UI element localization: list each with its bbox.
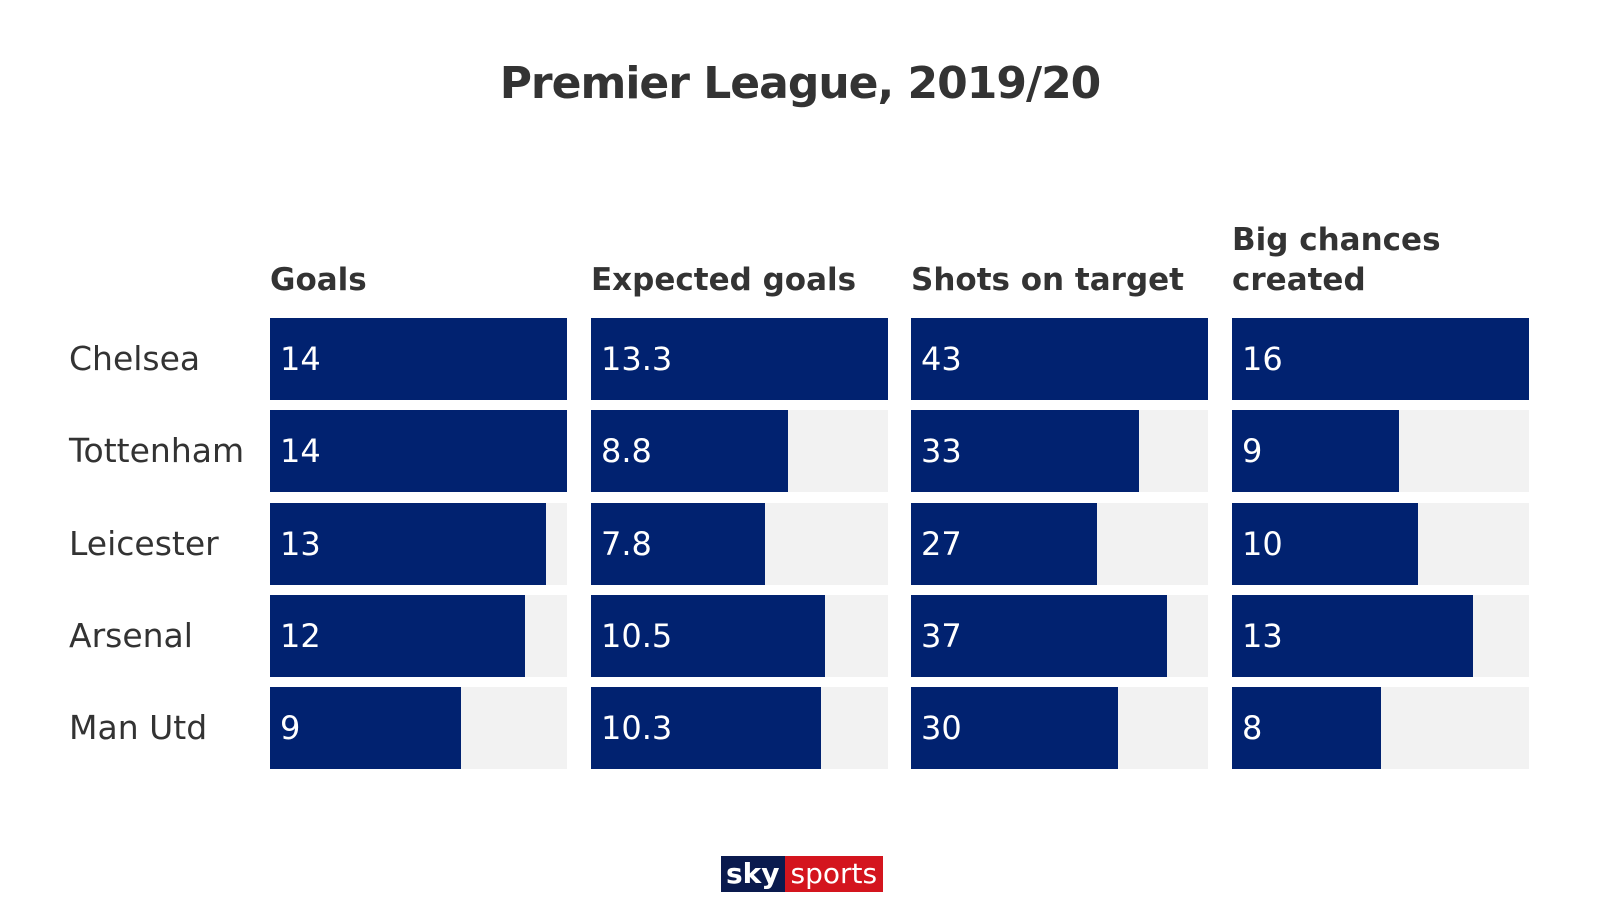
value-label: 12 bbox=[280, 617, 321, 655]
bar bbox=[911, 410, 1139, 492]
bar bbox=[591, 410, 788, 492]
bar bbox=[270, 503, 546, 585]
bar bbox=[1232, 687, 1381, 769]
logo: sky sports bbox=[721, 856, 884, 892]
value-label: 43 bbox=[921, 340, 962, 378]
bar bbox=[1232, 503, 1418, 585]
bar bbox=[911, 318, 1208, 400]
value-label: 30 bbox=[921, 709, 962, 747]
value-label: 27 bbox=[921, 525, 962, 563]
bar bbox=[270, 410, 567, 492]
bar bbox=[911, 687, 1119, 769]
team-label: Chelsea bbox=[69, 339, 201, 378]
value-label: 10 bbox=[1242, 525, 1283, 563]
value-label: 10.3 bbox=[601, 709, 673, 747]
bar bbox=[591, 503, 766, 585]
value-label: 13 bbox=[280, 525, 321, 563]
value-label: 9 bbox=[280, 709, 301, 747]
bar bbox=[1232, 595, 1474, 677]
value-label: 8 bbox=[1242, 709, 1263, 747]
team-label: Arsenal bbox=[69, 616, 193, 655]
bar bbox=[911, 595, 1167, 677]
bar bbox=[1232, 318, 1529, 400]
column-header: Expected goals bbox=[591, 262, 857, 298]
value-label: 7.8 bbox=[601, 525, 652, 563]
value-label: 14 bbox=[280, 340, 321, 378]
bar bbox=[911, 503, 1098, 585]
bar bbox=[591, 595, 826, 677]
value-label: 13 bbox=[1242, 617, 1283, 655]
team-label: Man Utd bbox=[69, 708, 208, 747]
value-label: 33 bbox=[921, 432, 962, 470]
value-label: 16 bbox=[1242, 340, 1283, 378]
chart-title: Premier League, 2019/20 bbox=[499, 58, 1102, 109]
value-label: 8.8 bbox=[601, 432, 652, 470]
team-label: Leicester bbox=[69, 524, 219, 563]
bar bbox=[270, 687, 461, 769]
value-label: 10.5 bbox=[601, 617, 673, 655]
value-label: 13.3 bbox=[601, 340, 673, 378]
logo-product: sports bbox=[784, 856, 884, 892]
bar bbox=[1232, 410, 1400, 492]
team-label: Tottenham bbox=[69, 431, 245, 470]
column-header: Big chances created bbox=[1232, 222, 1441, 298]
logo-brand: sky bbox=[721, 856, 785, 892]
bar bbox=[270, 595, 525, 677]
bar bbox=[270, 318, 567, 400]
value-label: 37 bbox=[921, 617, 962, 655]
bar bbox=[591, 318, 888, 400]
value-label: 14 bbox=[280, 432, 321, 470]
bar bbox=[591, 687, 821, 769]
column-header: Goals bbox=[270, 262, 367, 298]
column-header: Shots on target bbox=[911, 262, 1184, 298]
value-label: 9 bbox=[1242, 432, 1263, 470]
